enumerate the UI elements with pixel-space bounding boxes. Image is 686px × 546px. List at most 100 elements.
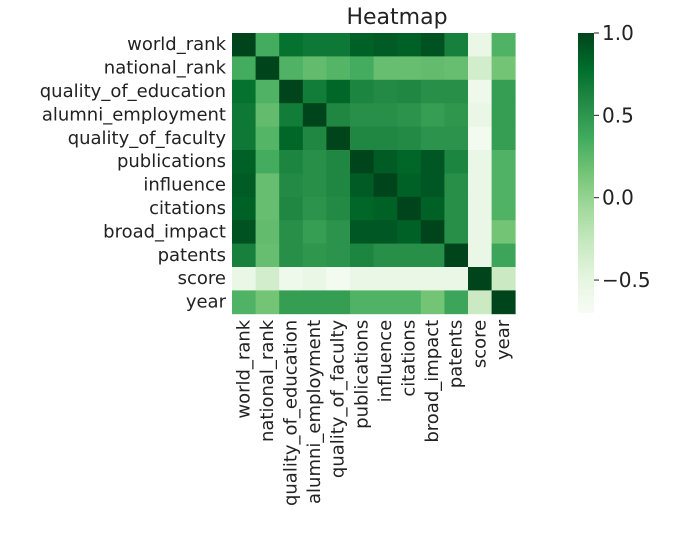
heatmap-cell-broad_impact-year (491, 220, 516, 244)
heatmap-cell-patents-score (468, 243, 492, 268)
heatmap-cell-national_rank-alumni_employment (302, 56, 327, 81)
heatmap-cell-publications-national_rank (255, 150, 280, 174)
column-label-citations: citations (399, 320, 420, 397)
heatmap-cell-patents-broad_impact (420, 243, 445, 268)
column-label-quality_of_faculty: quality_of_faculty (328, 319, 349, 478)
heatmap-cell-publications-alumni_employment (302, 150, 327, 174)
column-label-publications: publications (351, 320, 372, 429)
heatmap-cell-year-year (491, 290, 516, 315)
heatmap-cell-influence-quality_of_faculty (326, 173, 351, 198)
heatmap-cell-publications-quality_of_education (279, 150, 304, 174)
heatmap-cell-publications-year (491, 150, 516, 174)
heatmap-cell-broad_impact-publications (350, 220, 374, 244)
heatmap-cell-score-quality_of_faculty (326, 267, 351, 291)
heatmap-cell-quality_of_education-quality_of_education (279, 79, 304, 104)
column-label-patents: patents (446, 320, 467, 388)
heatmap-cell-alumni_employment-national_rank (255, 103, 280, 127)
heatmap-cell-publications-patents (444, 150, 469, 174)
heatmap-cell-patents-year (491, 243, 516, 268)
heatmap-cell-alumni_employment-score (468, 103, 492, 127)
heatmap-cell-year-quality_of_faculty (326, 290, 351, 315)
heatmap-cell-alumni_employment-influence (373, 103, 398, 127)
column-label-year: year (493, 319, 514, 360)
heatmap-cell-alumni_employment-world_rank (232, 103, 256, 127)
heatmap-cell-year-patents (444, 290, 469, 315)
column-label-broad_impact: broad_impact (422, 320, 443, 443)
heatmap-cell-quality_of_faculty-citations (397, 126, 422, 151)
heatmap-cell-citations-year (491, 196, 516, 221)
heatmap-cell-broad_impact-national_rank (255, 220, 280, 244)
column-label-national_rank: national_rank (257, 319, 278, 442)
row-label-alumni_employment: alumni_employment (42, 104, 226, 125)
colorbar-tick-label: 0.5 (602, 103, 634, 127)
row-label-publications: publications (117, 151, 226, 172)
heatmap-cell-quality_of_education-national_rank (255, 79, 280, 104)
heatmap-cell-citations-influence (373, 196, 398, 221)
heatmap-cell-broad_impact-alumni_employment (302, 220, 327, 244)
heatmap-cell-quality_of_faculty-influence (373, 126, 398, 151)
heatmap-cell-alumni_employment-broad_impact (420, 103, 445, 127)
heatmap-cell-influence-broad_impact (420, 173, 445, 198)
heatmap-cell-year-national_rank (255, 290, 280, 315)
heatmap-cell-influence-score (468, 173, 492, 198)
heatmap-cell-world_rank-broad_impact (420, 33, 445, 57)
heatmap-cell-quality_of_education-alumni_employment (302, 79, 327, 104)
heatmap-cell-world_rank-alumni_employment (302, 33, 327, 57)
heatmap-cell-quality_of_education-influence (373, 79, 398, 104)
colorbar-tick-label: 0.0 (602, 186, 634, 210)
heatmap-cell-patents-patents (444, 243, 469, 268)
heatmap-cell-world_rank-national_rank (255, 33, 280, 57)
heatmap-cell-patents-quality_of_faculty (326, 243, 351, 268)
colorbar-gradient (578, 33, 594, 313)
heatmap-cell-world_rank-citations (397, 33, 422, 57)
heatmap-cell-national_rank-citations (397, 56, 422, 81)
heatmap-cell-influence-year (491, 173, 516, 198)
heatmap-cell-influence-patents (444, 173, 469, 198)
heatmap-cell-national_rank-year (491, 56, 516, 81)
heatmap-cell-influence-alumni_employment (302, 173, 327, 198)
heatmap-cell-quality_of_faculty-quality_of_faculty (326, 126, 351, 151)
row-label-broad_impact: broad_impact (103, 221, 226, 242)
heatmap-cell-world_rank-quality_of_education (279, 33, 304, 57)
row-label-year: year (186, 292, 227, 313)
heatmap-cell-world_rank-world_rank (232, 33, 256, 57)
row-label-world_rank: world_rank (127, 34, 226, 55)
heatmap-cell-alumni_employment-patents (444, 103, 469, 127)
heatmap-cell-citations-citations (397, 196, 422, 221)
heatmap-cell-national_rank-quality_of_faculty (326, 56, 351, 81)
heatmap-cell-world_rank-patents (444, 33, 469, 57)
heatmap-cell-alumni_employment-publications (350, 103, 374, 127)
heatmap-cell-broad_impact-quality_of_faculty (326, 220, 351, 244)
row-label-citations: citations (149, 198, 226, 219)
heatmap-cell-influence-quality_of_education (279, 173, 304, 198)
heatmap-cell-quality_of_education-score (468, 79, 492, 104)
heatmap-cell-quality_of_education-publications (350, 79, 374, 104)
heatmap-cell-influence-publications (350, 173, 374, 198)
heatmap-cell-world_rank-influence (373, 33, 398, 57)
heatmap-cell-quality_of_education-patents (444, 79, 469, 104)
heatmap-cell-influence-national_rank (255, 173, 280, 198)
heatmap-cell-citations-publications (350, 196, 374, 221)
heatmap-cell-publications-citations (397, 150, 422, 174)
heatmap-cell-score-citations (397, 267, 422, 291)
heatmap-cell-quality_of_education-broad_impact (420, 79, 445, 104)
heatmap-cell-influence-influence (373, 173, 398, 198)
heatmap-cell-score-patents (444, 267, 469, 291)
heatmap-cell-world_rank-quality_of_faculty (326, 33, 351, 57)
column-label-world_rank: world_rank (233, 319, 254, 418)
heatmap-cell-score-national_rank (255, 267, 280, 291)
heatmap-cell-patents-alumni_employment (302, 243, 327, 268)
heatmap-cell-quality_of_faculty-publications (350, 126, 374, 151)
heatmap-cell-year-world_rank (232, 290, 256, 315)
row-label-score: score (178, 268, 226, 289)
heatmap-cell-quality_of_faculty-broad_impact (420, 126, 445, 151)
row-label-national_rank: national_rank (104, 58, 227, 79)
heatmap-cell-year-broad_impact (420, 290, 445, 315)
heatmap-cell-score-score (468, 267, 492, 291)
heatmap-cell-quality_of_education-quality_of_faculty (326, 79, 351, 104)
heatmap-cell-broad_impact-score (468, 220, 492, 244)
heatmap-cell-broad_impact-broad_impact (420, 220, 445, 244)
heatmap-cell-patents-citations (397, 243, 422, 268)
heatmap-cell-broad_impact-world_rank (232, 220, 256, 244)
